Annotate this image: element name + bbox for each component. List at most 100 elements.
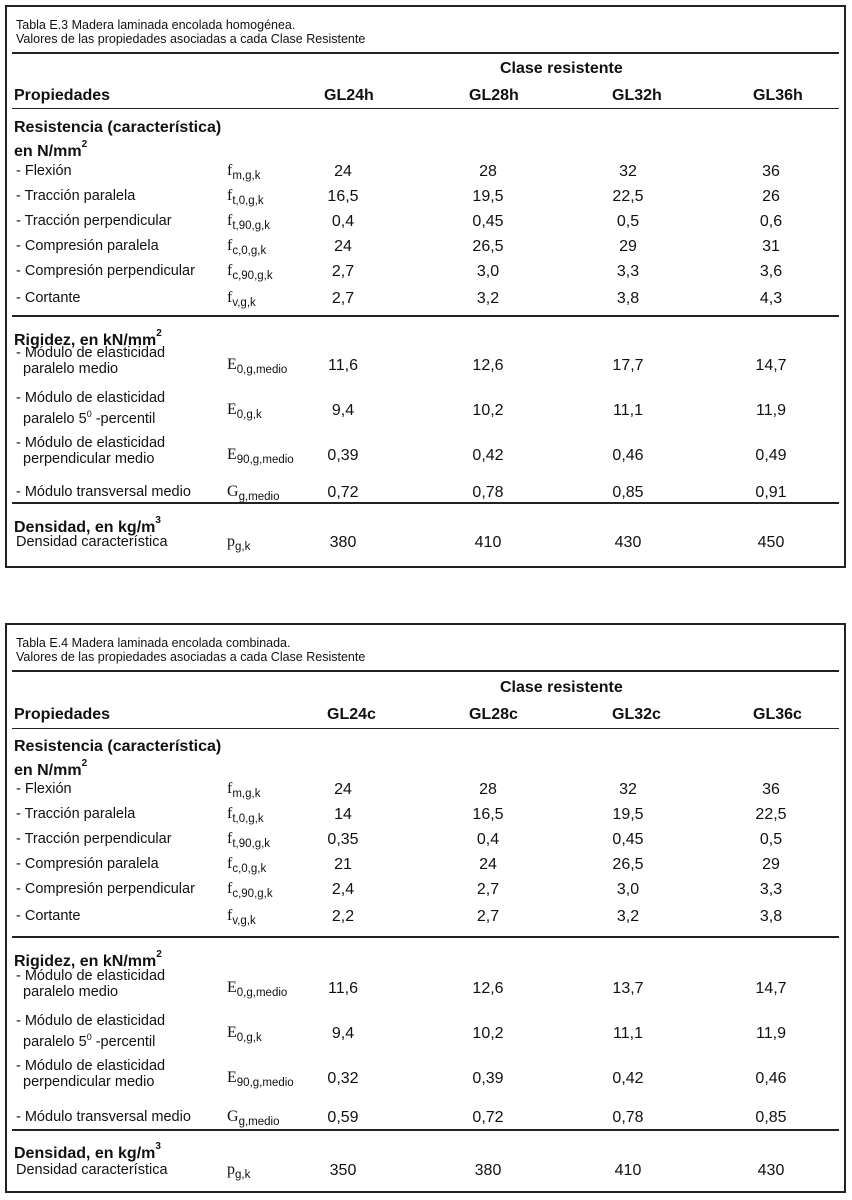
label-text: paralelo 5 [23, 1033, 87, 1050]
property-symbol: E0,g,medio [227, 979, 287, 999]
value-cell: 3,6 [759, 263, 783, 280]
property-symbol: Gg,medio [227, 483, 279, 503]
value-cell: 450 [757, 534, 785, 551]
value-cell: 16,5 [327, 188, 359, 205]
value-cell: 24 [334, 238, 352, 255]
value-cell: 21 [334, 856, 352, 873]
value-cell: 0,49 [755, 447, 787, 464]
value-cell: 410 [474, 534, 502, 551]
divider [12, 108, 839, 109]
property-symbol: Gg,medio [227, 1108, 279, 1128]
caption-line-1: Tabla E.3 Madera laminada encolada homog… [16, 18, 296, 32]
row-label: - Tracción paralela [16, 188, 136, 204]
symbol-subscript: v,g,k [232, 915, 256, 928]
value-cell: 0,5 [616, 213, 640, 230]
value-cell: 36 [762, 163, 780, 180]
section-unit: en N/mm2 [14, 755, 221, 779]
property-symbol: fc,90,g,k [227, 880, 273, 900]
value-cell: 36 [762, 781, 780, 798]
row-label: - Compresión perpendicular [16, 881, 195, 897]
property-symbol: fv,g,k [227, 907, 256, 927]
caption-line-1: Tabla E.4 Madera laminada encolada combi… [16, 636, 291, 650]
propiedades-header: Propiedades [14, 706, 111, 723]
value-cell: 11,9 [756, 1025, 786, 1042]
value-cell: 31 [762, 238, 780, 255]
row-label-line-1: - Módulo de elasticidad [16, 968, 166, 984]
property-symbol: fc,0,g,k [227, 855, 266, 875]
value-cell: 11,1 [613, 1025, 643, 1042]
label-text: -percentil [91, 1033, 156, 1050]
value-cell: 2,4 [331, 881, 355, 898]
symbol-subscript: v,g,k [232, 297, 256, 310]
value-cell: 11,6 [328, 357, 358, 374]
column-header: GL36c [753, 706, 802, 723]
section-unit: en N/mm2 [14, 136, 221, 160]
property-symbol: E90,g,medio [227, 446, 294, 466]
value-cell: 410 [614, 1162, 642, 1179]
superscript: 0 [86, 409, 92, 419]
value-cell: 2,7 [331, 290, 355, 307]
symbol-subscript: 90,g,medio [236, 454, 294, 467]
value-cell: 380 [329, 534, 357, 551]
section-resistencia: Resistencia (característica) en N/mm2 [14, 738, 221, 779]
value-cell: 29 [619, 238, 637, 255]
value-cell: 19,5 [612, 806, 644, 823]
row-label-line-1: - Módulo de elasticidad [16, 390, 166, 406]
symbol-letter: E [227, 979, 237, 996]
value-cell: 13,7 [612, 980, 644, 997]
value-cell: 32 [619, 781, 637, 798]
value-cell: 0,42 [612, 1070, 644, 1087]
row-label-line-1: - Módulo de elasticidad [16, 435, 166, 451]
property-symbol: E0,g,medio [227, 356, 287, 376]
value-cell: 0,85 [612, 484, 644, 501]
caption-line-2: Valores de las propiedades asociadas a c… [16, 650, 366, 664]
symbol-letter: E [227, 356, 237, 373]
value-cell: 0,85 [755, 1109, 787, 1126]
property-symbol: fm,g,k [227, 162, 260, 182]
symbol-letter: f [227, 289, 233, 306]
superscript: 2 [81, 139, 88, 150]
symbol-letter: f [227, 805, 233, 822]
superscript: 2 [156, 949, 162, 960]
superscript: 3 [155, 1141, 161, 1152]
symbol-letter: E [227, 1024, 237, 1041]
superscript: 3 [155, 515, 161, 526]
section-rigidez: Rigidez, en kN/mm2 [14, 325, 162, 349]
value-cell: 17,7 [612, 357, 644, 374]
symbol-letter: G [227, 1108, 239, 1125]
row-label: - Flexión [16, 781, 72, 797]
symbol-letter: f [227, 262, 233, 279]
column-header: GL24h [324, 87, 374, 104]
property-symbol: ft,90,g,k [227, 212, 270, 232]
row-label-line-2: perpendicular medio [23, 451, 155, 467]
symbol-letter: f [227, 907, 233, 924]
section-title: Densidad, en kg/m [14, 1145, 156, 1162]
table-e3: Tabla E.3 Madera laminada encolada homog… [5, 5, 846, 568]
value-cell: 28 [479, 781, 497, 798]
value-cell: 12,6 [472, 357, 504, 374]
value-cell: 0,32 [327, 1070, 359, 1087]
property-symbol: fc,90,g,k [227, 262, 273, 282]
property-symbol: pg,k [227, 1161, 250, 1181]
symbol-subscript: g,medio [238, 491, 280, 504]
row-label-line-2: paralelo 50 -percentil [23, 406, 155, 427]
label-text: paralelo 5 [23, 410, 87, 427]
row-label: - Compresión paralela [16, 238, 159, 254]
symbol-subscript: c,0,g,k [232, 245, 267, 258]
symbol-letter: E [227, 1069, 237, 1086]
symbol-subscript: t,90,g,k [232, 838, 271, 851]
value-cell: 9,4 [331, 1025, 355, 1042]
section-title: Resistencia (característica) [14, 119, 222, 136]
value-cell: 430 [614, 534, 642, 551]
row-label: Densidad característica [16, 1162, 168, 1178]
value-cell: 10,2 [472, 402, 504, 419]
symbol-subscript: 0,g,k [236, 409, 262, 422]
symbol-subscript: t,0,g,k [232, 813, 264, 826]
value-cell: 4,3 [759, 290, 783, 307]
symbol-subscript: g,k [235, 541, 251, 554]
value-cell: 2,7 [476, 881, 500, 898]
property-symbol: fv,g,k [227, 289, 256, 309]
property-symbol: ft,90,g,k [227, 830, 270, 850]
section-title: Rigidez, en kN/mm [14, 332, 157, 349]
table-e4: Tabla E.4 Madera laminada encolada combi… [5, 623, 846, 1193]
